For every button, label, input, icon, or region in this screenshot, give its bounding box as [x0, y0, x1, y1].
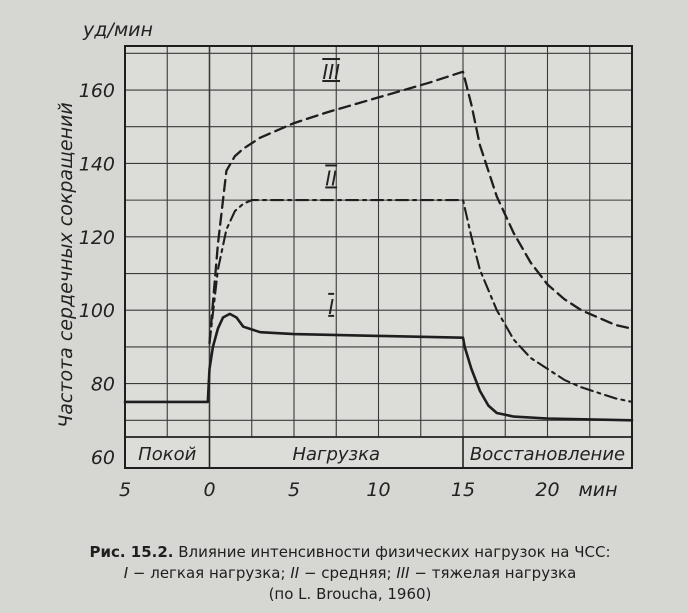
caption-series-3-text: − тяжелая нагрузка	[409, 564, 577, 582]
caption-series-1: I	[123, 564, 129, 582]
x-tick-label: 10	[366, 479, 390, 501]
y-unit-label: уд/мин	[82, 19, 153, 41]
y-axis-label: Частота сердечных сокращений	[55, 102, 77, 427]
caption-series-3: III	[396, 564, 410, 582]
series-line-II	[208, 199, 634, 403]
y-tick-label: 160	[79, 80, 115, 102]
phase-label: Нагрузка	[292, 444, 380, 465]
series-line-I	[123, 312, 634, 422]
x-tick-label: 0	[203, 479, 215, 501]
y-tick-label: 100	[79, 300, 115, 322]
phase-label: Восстановление	[470, 444, 625, 465]
phase-labels: Покой Нагрузка Восстановление	[125, 436, 632, 468]
series-label-I: I	[328, 295, 334, 319]
series-label-III: III	[322, 60, 340, 84]
heart-rate-chart: Покой Нагрузка Восстановление 608010012014…	[55, 19, 634, 501]
series-label-II: II	[325, 166, 337, 190]
caption-line-2: I − легкая нагрузка; II − средняя; III −…	[40, 563, 660, 584]
grid	[125, 46, 632, 468]
plot-frame	[124, 45, 633, 469]
y-tick-label: 60	[91, 447, 115, 469]
x-axis-label: мин	[578, 479, 617, 501]
y-tick-label: 120	[79, 227, 115, 249]
caption-title: Влияние интенсивности физических нагрузо…	[173, 543, 611, 561]
x-tick-label: 15	[451, 479, 475, 501]
caption-line-3: (по L. Broucha, 1960)	[268, 585, 432, 603]
caption-series-2: II	[290, 564, 300, 582]
series-line-III	[208, 70, 634, 345]
y-tick-label: 140	[79, 153, 115, 175]
x-tick-label: 5	[288, 479, 300, 501]
caption-line-1: Рис. 15.2. Влияние интенсивности физичес…	[40, 542, 660, 563]
y-tick-label: 80	[91, 374, 115, 396]
series-lines	[123, 70, 634, 422]
caption-series-1-text: − легкая нагрузка;	[128, 564, 291, 582]
axes: 60 80 100 120 140 160 5 0 5 10 15 20 мин уд/мин Частот…	[55, 19, 633, 501]
figure-caption: Рис. 15.2. Влияние интенсивности физичес…	[40, 542, 660, 605]
caption-figure-number: Рис. 15.2.	[89, 543, 174, 561]
x-tick-label: 5	[119, 479, 131, 501]
x-tick-label: 20	[535, 479, 559, 501]
caption-series-2-text: − средняя;	[299, 564, 397, 582]
phase-label: Покой	[138, 444, 196, 465]
